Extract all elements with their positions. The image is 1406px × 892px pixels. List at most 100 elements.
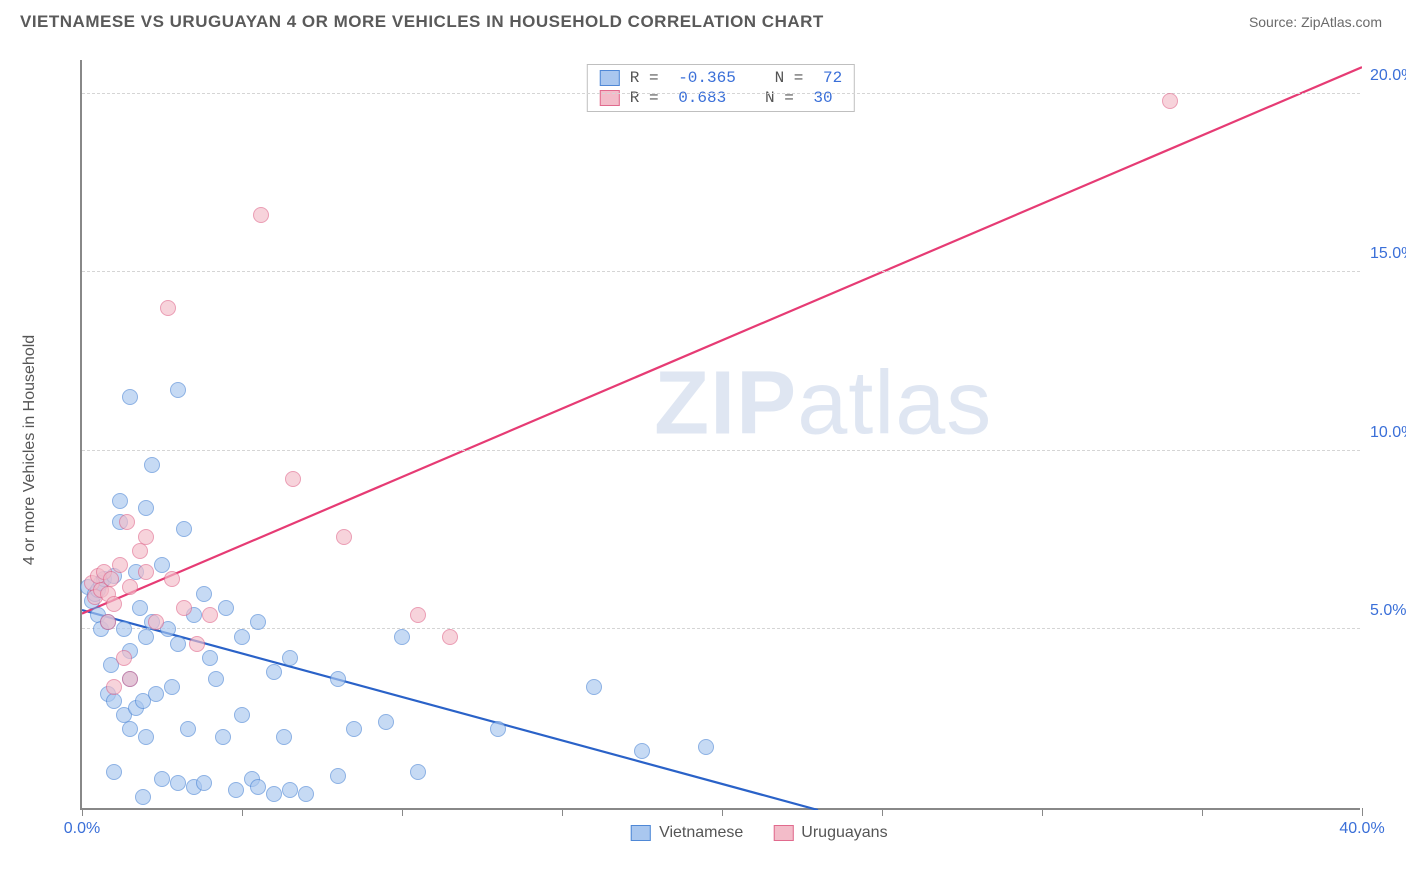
legend-label: Uruguayans — [801, 824, 887, 842]
x-tick — [722, 808, 723, 816]
series-legend: Vietnamese Uruguayans — [631, 824, 887, 842]
data-point-vietnamese — [378, 714, 394, 730]
data-point-vietnamese — [250, 779, 266, 795]
data-point-vietnamese — [180, 721, 196, 737]
data-point-vietnamese — [132, 600, 148, 616]
data-point-uruguayans — [1162, 93, 1178, 109]
data-point-vietnamese — [234, 629, 250, 645]
source-label: Source: — [1249, 14, 1301, 30]
data-point-uruguayans — [202, 607, 218, 623]
data-point-vietnamese — [586, 679, 602, 695]
y-axis-title: 4 or more Vehicles in Household — [21, 335, 39, 565]
data-point-vietnamese — [330, 768, 346, 784]
watermark-zip: ZIP — [654, 354, 797, 454]
data-point-uruguayans — [160, 300, 176, 316]
data-point-vietnamese — [122, 721, 138, 737]
data-point-vietnamese — [170, 382, 186, 398]
data-point-vietnamese — [208, 671, 224, 687]
y-tick-label: 15.0% — [1370, 245, 1406, 263]
data-point-vietnamese — [330, 671, 346, 687]
data-point-uruguayans — [189, 636, 205, 652]
x-tick-label: 0.0% — [64, 820, 100, 838]
data-point-vietnamese — [215, 729, 231, 745]
data-point-vietnamese — [154, 771, 170, 787]
data-point-uruguayans — [336, 529, 352, 545]
legend-swatch — [600, 70, 620, 86]
data-point-vietnamese — [634, 743, 650, 759]
watermark: ZIPatlas — [654, 353, 992, 456]
source-attribution: Source: ZipAtlas.com — [1249, 14, 1382, 30]
data-point-uruguayans — [116, 650, 132, 666]
gridline — [82, 450, 1360, 451]
chart-header: VIETNAMESE VS URUGUAYAN 4 OR MORE VEHICL… — [0, 0, 1406, 40]
data-point-uruguayans — [112, 557, 128, 573]
data-point-vietnamese — [106, 693, 122, 709]
trend-line-uruguayans — [82, 67, 1362, 613]
data-point-vietnamese — [144, 457, 160, 473]
x-tick-label: 40.0% — [1339, 820, 1384, 838]
x-tick — [82, 808, 83, 816]
data-point-uruguayans — [164, 571, 180, 587]
legend-swatch — [773, 825, 793, 841]
n-label: N = — [736, 89, 803, 107]
n-value: 30 — [813, 89, 832, 107]
data-point-vietnamese — [346, 721, 362, 737]
data-point-vietnamese — [138, 729, 154, 745]
data-point-vietnamese — [112, 493, 128, 509]
data-point-uruguayans — [138, 529, 154, 545]
data-point-vietnamese — [116, 621, 132, 637]
x-tick — [402, 808, 403, 816]
data-point-vietnamese — [276, 729, 292, 745]
r-value: 0.683 — [678, 89, 726, 107]
legend-item-uruguayans: Uruguayans — [773, 824, 887, 842]
data-point-vietnamese — [170, 636, 186, 652]
data-point-vietnamese — [164, 679, 180, 695]
data-point-vietnamese — [282, 650, 298, 666]
data-point-vietnamese — [122, 389, 138, 405]
data-point-uruguayans — [253, 207, 269, 223]
trend-lines-layer — [82, 60, 1362, 810]
data-point-vietnamese — [138, 500, 154, 516]
data-point-vietnamese — [148, 686, 164, 702]
legend-item-vietnamese: Vietnamese — [631, 824, 743, 842]
data-point-uruguayans — [106, 596, 122, 612]
legend-swatch — [631, 825, 651, 841]
r-value: -0.365 — [678, 69, 736, 87]
data-point-vietnamese — [106, 764, 122, 780]
data-point-vietnamese — [196, 586, 212, 602]
data-point-uruguayans — [103, 571, 119, 587]
legend-row-uruguayans: R = 0.683 N = 30 — [588, 88, 854, 108]
x-tick — [1362, 808, 1363, 816]
watermark-atlas: atlas — [797, 354, 992, 454]
data-point-vietnamese — [135, 789, 151, 805]
plot-area: ZIPatlas R = -0.365 N = 72R = 0.683 N = … — [80, 60, 1360, 810]
correlation-legend: R = -0.365 N = 72R = 0.683 N = 30 — [587, 64, 855, 112]
data-point-vietnamese — [202, 650, 218, 666]
data-point-uruguayans — [410, 607, 426, 623]
data-point-vietnamese — [170, 775, 186, 791]
x-tick — [242, 808, 243, 816]
data-point-vietnamese — [410, 764, 426, 780]
data-point-vietnamese — [218, 600, 234, 616]
r-label: R = — [630, 89, 668, 107]
data-point-vietnamese — [154, 557, 170, 573]
data-point-uruguayans — [176, 600, 192, 616]
gridline — [82, 628, 1360, 629]
data-point-uruguayans — [100, 614, 116, 630]
y-tick-label: 5.0% — [1370, 602, 1406, 620]
data-point-uruguayans — [138, 564, 154, 580]
data-point-vietnamese — [196, 775, 212, 791]
data-point-vietnamese — [282, 782, 298, 798]
data-point-vietnamese — [228, 782, 244, 798]
legend-label: Vietnamese — [659, 824, 743, 842]
data-point-vietnamese — [176, 521, 192, 537]
y-tick-label: 10.0% — [1370, 424, 1406, 442]
data-point-vietnamese — [266, 786, 282, 802]
gridline — [82, 271, 1360, 272]
data-point-vietnamese — [138, 629, 154, 645]
data-point-uruguayans — [148, 614, 164, 630]
n-value: 72 — [823, 69, 842, 87]
chart-title: VIETNAMESE VS URUGUAYAN 4 OR MORE VEHICL… — [20, 12, 824, 32]
x-tick — [882, 808, 883, 816]
chart-container: 4 or more Vehicles in Household ZIPatlas… — [50, 60, 1386, 840]
